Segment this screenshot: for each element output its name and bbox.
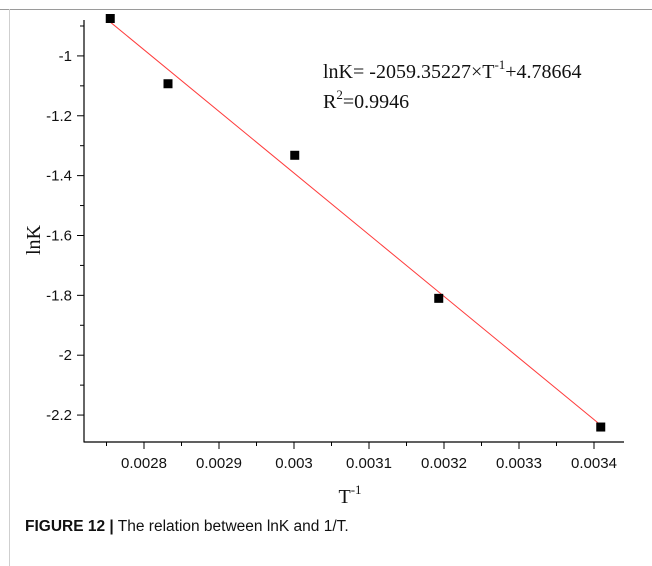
figure-caption: FIGURE 12 | The relation between lnK and… — [25, 518, 349, 536]
axes — [83, 20, 624, 443]
y-tick-label: -1 — [59, 48, 72, 65]
y-tick-label: -1.6 — [46, 227, 72, 244]
y-tick-label: -1.4 — [46, 168, 72, 185]
r-squared-base: R — [323, 91, 337, 113]
r-squared-value: =0.9946 — [343, 91, 409, 113]
y-tick-label: -1.2 — [46, 108, 72, 125]
y-tick-label: -2.2 — [46, 407, 72, 424]
figure-caption-text: The relation between lnK and 1/T. — [113, 518, 349, 535]
fit-equation: lnK= -2059.35227×T-1+4.78664 — [323, 57, 582, 83]
figure-frame-top — [0, 9, 652, 10]
data-point — [290, 150, 300, 160]
lnk-vs-inverse-t-chart: 0.0028 0.0029 0.003 0.0031 0.0032 0.0033 0.003… — [23, 14, 624, 508]
y-tick-label: -1.8 — [46, 287, 72, 304]
ticks: 0.0028 0.0029 0.003 0.0031 0.0032 0.0033 0.003… — [46, 25, 617, 472]
figure-number: FIGURE 12 | — [25, 518, 114, 535]
x-tick-label: 0.0034 — [571, 455, 617, 472]
x-tick-label: 0.0029 — [196, 455, 242, 472]
x-tick-label: 0.0033 — [496, 455, 542, 472]
y-tick-label: -2 — [59, 347, 72, 364]
fit-equation-tail: +4.78664 — [505, 61, 581, 83]
x-tick-label: 0.003 — [275, 455, 313, 472]
x-axis-title: T-1 — [338, 482, 361, 508]
x-tick-label: 0.0028 — [121, 455, 167, 472]
fit-equation-main: lnK= -2059.35227×T — [323, 61, 494, 83]
r-squared: R2=0.9946 — [323, 87, 409, 113]
data-point — [105, 14, 115, 24]
x-axis-title-sup: -1 — [351, 482, 362, 497]
data-point — [434, 293, 444, 303]
fit-line — [109, 21, 602, 426]
y-axis-title: lnK — [23, 224, 45, 255]
chart-marks — [105, 14, 606, 432]
x-tick-label: 0.0032 — [421, 455, 467, 472]
data-point — [596, 422, 606, 432]
x-tick-label: 0.0031 — [346, 455, 392, 472]
data-point — [163, 79, 173, 89]
fit-equation-sup: -1 — [494, 57, 505, 72]
x-axis-title-base: T — [338, 486, 350, 508]
figure-frame-left — [9, 9, 10, 566]
r-squared-sup: 2 — [336, 87, 343, 102]
